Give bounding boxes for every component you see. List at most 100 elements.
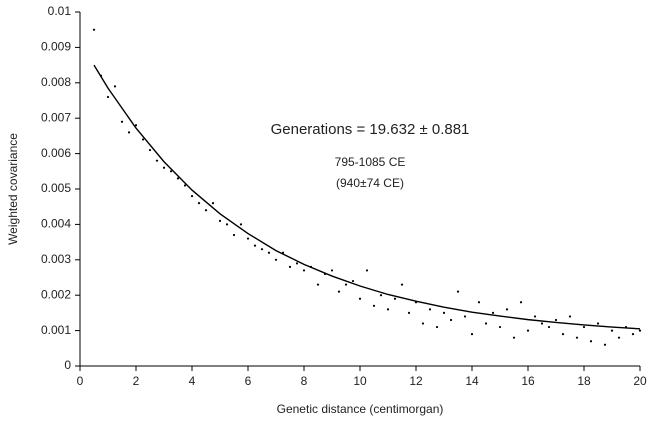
data-point — [197, 202, 201, 205]
data-point — [407, 311, 411, 314]
data-point — [316, 283, 320, 286]
data-point — [351, 279, 355, 283]
data-point — [435, 325, 439, 329]
data-point — [393, 297, 397, 300]
x-tick-label: 10 — [353, 374, 367, 388]
data-point — [190, 194, 194, 198]
y-tick-label: 0.003 — [41, 252, 71, 266]
data-point — [477, 301, 481, 304]
data-point — [547, 325, 551, 329]
data-point — [127, 131, 131, 134]
data-point — [162, 166, 166, 169]
x-tick-label: 4 — [189, 374, 196, 388]
y-axis-label: Weighted covariance — [6, 133, 20, 245]
x-tick-label: 18 — [577, 374, 591, 388]
data-point — [211, 202, 215, 205]
y-tick-label: 0.005 — [41, 181, 71, 195]
data-point — [617, 336, 621, 339]
fit-curve — [93, 64, 641, 330]
data-point — [582, 325, 586, 329]
y-tick-label: 0.008 — [41, 75, 71, 89]
data-point — [302, 269, 306, 272]
data-point — [246, 237, 250, 240]
data-point — [463, 315, 467, 318]
data-point — [540, 322, 544, 325]
data-point — [568, 315, 572, 318]
data-point — [386, 308, 390, 311]
data-point — [253, 244, 257, 247]
x-tick-label: 2 — [133, 374, 140, 388]
data-point — [400, 283, 404, 286]
data-point — [498, 325, 502, 329]
data-point — [218, 219, 222, 222]
data-point — [610, 329, 614, 332]
y-tick-label: 0.007 — [41, 110, 71, 124]
annotation: Generations = 19.632 ± 0.881 — [271, 121, 470, 138]
x-tick-label: 8 — [301, 374, 308, 388]
data-point — [561, 333, 565, 336]
data-point — [267, 251, 271, 254]
data-point — [575, 336, 579, 339]
y-tick-label: 0.009 — [41, 40, 71, 54]
data-point — [484, 322, 488, 325]
data-point — [449, 318, 453, 322]
data-point — [106, 95, 110, 99]
data-point — [225, 223, 229, 226]
data-point — [365, 269, 369, 272]
data-point — [505, 308, 509, 311]
data-point — [260, 248, 264, 251]
data-point — [232, 233, 236, 237]
data-point — [337, 290, 341, 293]
data-point — [134, 124, 138, 127]
data-point — [491, 311, 495, 314]
x-tick-label: 16 — [521, 374, 535, 388]
data-point — [169, 170, 173, 173]
y-tick-label: 0.001 — [41, 323, 71, 337]
y-tick-label: 0.01 — [48, 4, 72, 18]
data-point — [274, 258, 278, 261]
annotation: (940±74 CE) — [336, 176, 404, 190]
x-tick-label: 20 — [633, 374, 647, 388]
x-tick-label: 6 — [245, 374, 252, 388]
data-point — [155, 159, 159, 162]
data-point — [456, 290, 460, 293]
data-point — [295, 262, 299, 265]
x-tick-label: 0 — [77, 374, 84, 388]
x-tick-label: 14 — [465, 374, 479, 388]
data-point — [631, 333, 635, 336]
data-point — [344, 283, 348, 286]
data-point — [442, 311, 446, 314]
data-point — [638, 329, 642, 332]
data-point — [141, 138, 145, 141]
x-tick-label: 12 — [409, 374, 423, 388]
y-tick-label: 0.004 — [41, 217, 71, 231]
data-point — [603, 343, 607, 346]
y-tick-label: 0.002 — [41, 287, 71, 301]
data-point — [239, 223, 243, 226]
y-tick-label: 0.006 — [41, 146, 71, 160]
data-point — [379, 294, 383, 297]
data-point — [183, 184, 187, 187]
annotation: 795-1085 CE — [335, 155, 406, 169]
data-point — [176, 177, 180, 180]
data-point — [288, 265, 292, 268]
data-point — [113, 85, 117, 88]
data-point — [554, 318, 558, 322]
y-tick-label: 0 — [64, 358, 71, 372]
data-point — [470, 333, 474, 336]
data-point — [596, 322, 600, 325]
data-point — [358, 297, 362, 300]
data-point — [372, 304, 376, 307]
x-axis-label: Genetic distance (centimorgan) — [277, 402, 444, 416]
data-point — [519, 301, 523, 304]
data-point — [526, 329, 530, 332]
data-point — [92, 28, 96, 31]
data-point — [589, 340, 593, 343]
data-point — [204, 209, 208, 212]
data-point — [421, 322, 425, 325]
data-point — [512, 336, 516, 339]
data-point — [533, 315, 537, 318]
data-point — [330, 269, 334, 272]
data-point — [428, 308, 432, 311]
